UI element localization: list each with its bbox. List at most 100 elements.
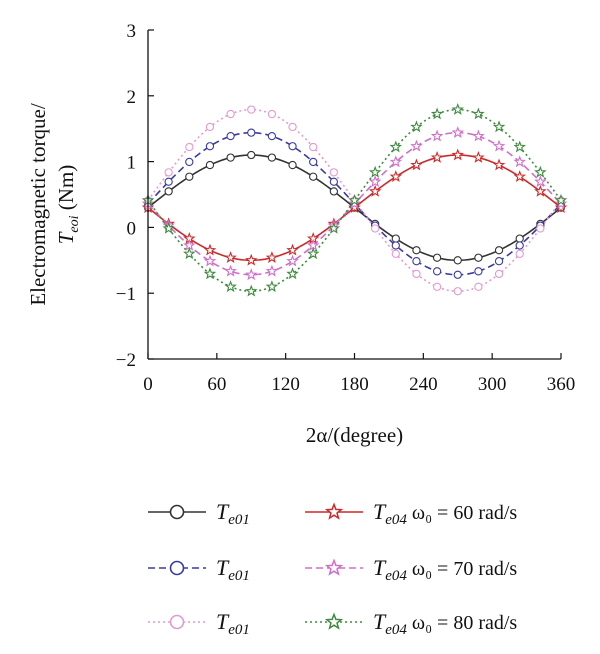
data-point	[288, 160, 297, 170]
data-point	[451, 103, 465, 115]
data-point	[432, 253, 442, 262]
data-point	[412, 269, 421, 279]
data-point	[164, 177, 173, 186]
x-tick-label: 120	[271, 374, 300, 395]
data-point	[472, 107, 485, 120]
data-point	[474, 253, 483, 262]
x-axis-label: 2α/(degree)	[306, 423, 403, 447]
data-point	[368, 184, 382, 197]
data-point	[554, 201, 568, 213]
data-point	[391, 241, 400, 250]
x-tick-label: 360	[547, 374, 576, 395]
data-point	[474, 267, 483, 276]
star-marker-icon	[324, 558, 344, 576]
data-point	[453, 287, 462, 296]
data-point	[391, 249, 400, 258]
data-point	[554, 193, 568, 206]
data-point	[513, 155, 526, 168]
data-point	[451, 126, 465, 138]
data-point	[391, 234, 400, 243]
circle-marker-icon	[169, 504, 185, 520]
data-point	[329, 168, 338, 177]
data-point	[309, 157, 318, 167]
data-point	[492, 139, 506, 152]
data-point	[410, 158, 423, 171]
data-point	[164, 187, 173, 196]
data-point	[368, 175, 382, 188]
data-point	[472, 151, 485, 163]
y-tick-label: −1	[116, 284, 136, 305]
y-axis-label-line2: Teoi (Nm)	[54, 165, 82, 245]
data-point	[536, 224, 545, 233]
data-point	[410, 139, 423, 152]
data-point	[430, 151, 444, 163]
data-point	[534, 165, 547, 178]
data-point	[286, 267, 299, 280]
y-tick-label: 2	[127, 87, 137, 108]
data-point	[389, 170, 403, 183]
legend-label: Te01	[216, 555, 250, 584]
data-point	[224, 264, 237, 277]
data-point	[309, 172, 318, 181]
data-point	[368, 165, 382, 178]
data-point	[451, 148, 465, 161]
data-point	[288, 142, 297, 151]
data-point	[265, 264, 279, 277]
legend-entry-3: Te01	[148, 609, 250, 638]
data-point	[247, 128, 256, 137]
data-point	[247, 105, 256, 114]
legend-label: Te04 ω₀ = 60 rad/s	[373, 499, 517, 528]
data-point	[185, 172, 194, 181]
data-point	[267, 131, 277, 141]
data-point	[306, 247, 320, 260]
data-point	[474, 282, 483, 291]
data-point	[164, 168, 173, 177]
data-point	[203, 254, 217, 267]
data-point	[247, 150, 256, 160]
data-point	[513, 140, 526, 153]
data-point	[205, 142, 215, 151]
data-point	[244, 253, 258, 266]
data-point	[244, 284, 258, 297]
legend-label: Te01	[216, 499, 250, 528]
data-point	[492, 120, 506, 133]
y-tick-label: 1	[127, 153, 137, 174]
data-point	[183, 247, 196, 260]
data-point	[430, 107, 444, 120]
data-point	[162, 221, 175, 234]
data-point	[329, 187, 338, 196]
data-point	[515, 249, 524, 258]
x-tick-label: 180	[340, 374, 369, 395]
x-tick-label: 0	[143, 374, 153, 395]
star-marker-icon	[324, 612, 344, 630]
data-point	[430, 129, 444, 142]
data-point	[472, 129, 485, 142]
x-tick-label: 60	[207, 374, 226, 395]
legend-entry-4: Te04 ω₀ = 60 rad/s	[305, 499, 517, 528]
circle-marker-icon	[169, 614, 185, 630]
data-point	[494, 257, 504, 266]
data-point	[432, 282, 442, 291]
data-point	[226, 153, 235, 162]
data-point	[267, 153, 277, 162]
data-point	[226, 131, 235, 141]
data-point	[492, 158, 506, 171]
y-axis-label-line1: Electromagnetic torque/	[26, 103, 50, 305]
data-point	[389, 140, 403, 153]
data-point	[226, 109, 235, 119]
data-point	[348, 197, 361, 210]
data-point	[453, 256, 462, 265]
y-tick-label: −2	[116, 350, 136, 371]
circle-marker-icon	[169, 560, 185, 576]
data-point	[309, 142, 318, 152]
data-point	[370, 224, 380, 233]
data-point	[265, 280, 279, 293]
data-point	[412, 257, 421, 266]
data-point	[515, 234, 524, 243]
data-point	[348, 193, 361, 206]
x-tick-label: 300	[478, 374, 507, 395]
data-point	[185, 142, 194, 152]
x-tick-label: 240	[409, 374, 438, 395]
data-point	[327, 221, 341, 234]
